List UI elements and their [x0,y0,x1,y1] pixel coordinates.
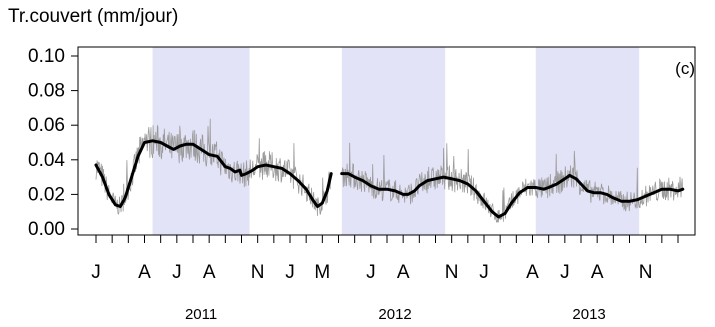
y-tick-label: 0.04 [28,150,65,171]
x-tick-label: N [445,262,459,283]
y-tick-label: 0.08 [28,81,65,102]
smoothed-series-line [94,139,333,208]
smoothed-series-line [340,172,685,219]
x-tick-label: A [138,262,151,283]
year-label: 2012 [378,306,411,323]
data-gap [332,47,342,235]
x-tick-label: M [314,262,330,283]
x-tick-label: J [172,262,182,283]
x-tick-label: N [251,262,265,283]
x-tick-label: A [397,262,410,283]
x-tick-label: J [366,262,376,283]
year-label: 2011 [185,306,217,323]
y-tick-label: 0.10 [28,46,65,67]
y-axis: 0.00 0.02 0.04 0.06 0.08 0.10 [28,46,78,240]
x-tick-label: J [479,262,489,283]
shaded-periods [152,47,640,235]
y-axis-title: Tr.couvert (mm/jour) [8,6,178,27]
x-tick-label: A [526,262,539,283]
x-tick-label: J [91,262,101,283]
x-tick-label: A [591,262,604,283]
year-label: 2013 [572,306,605,323]
y-tick-label: 0.00 [28,219,65,240]
x-tick-label: A [203,262,216,283]
x-tick-label: J [285,262,295,283]
y-tick-label: 0.02 [28,184,65,205]
x-tick-label: N [639,262,653,283]
x-tick-label: J [560,262,570,283]
smoothed-series [94,139,685,219]
y-tick-label: 0.06 [28,115,65,136]
shaded-period [341,47,446,235]
panel-label: (c) [675,59,695,78]
